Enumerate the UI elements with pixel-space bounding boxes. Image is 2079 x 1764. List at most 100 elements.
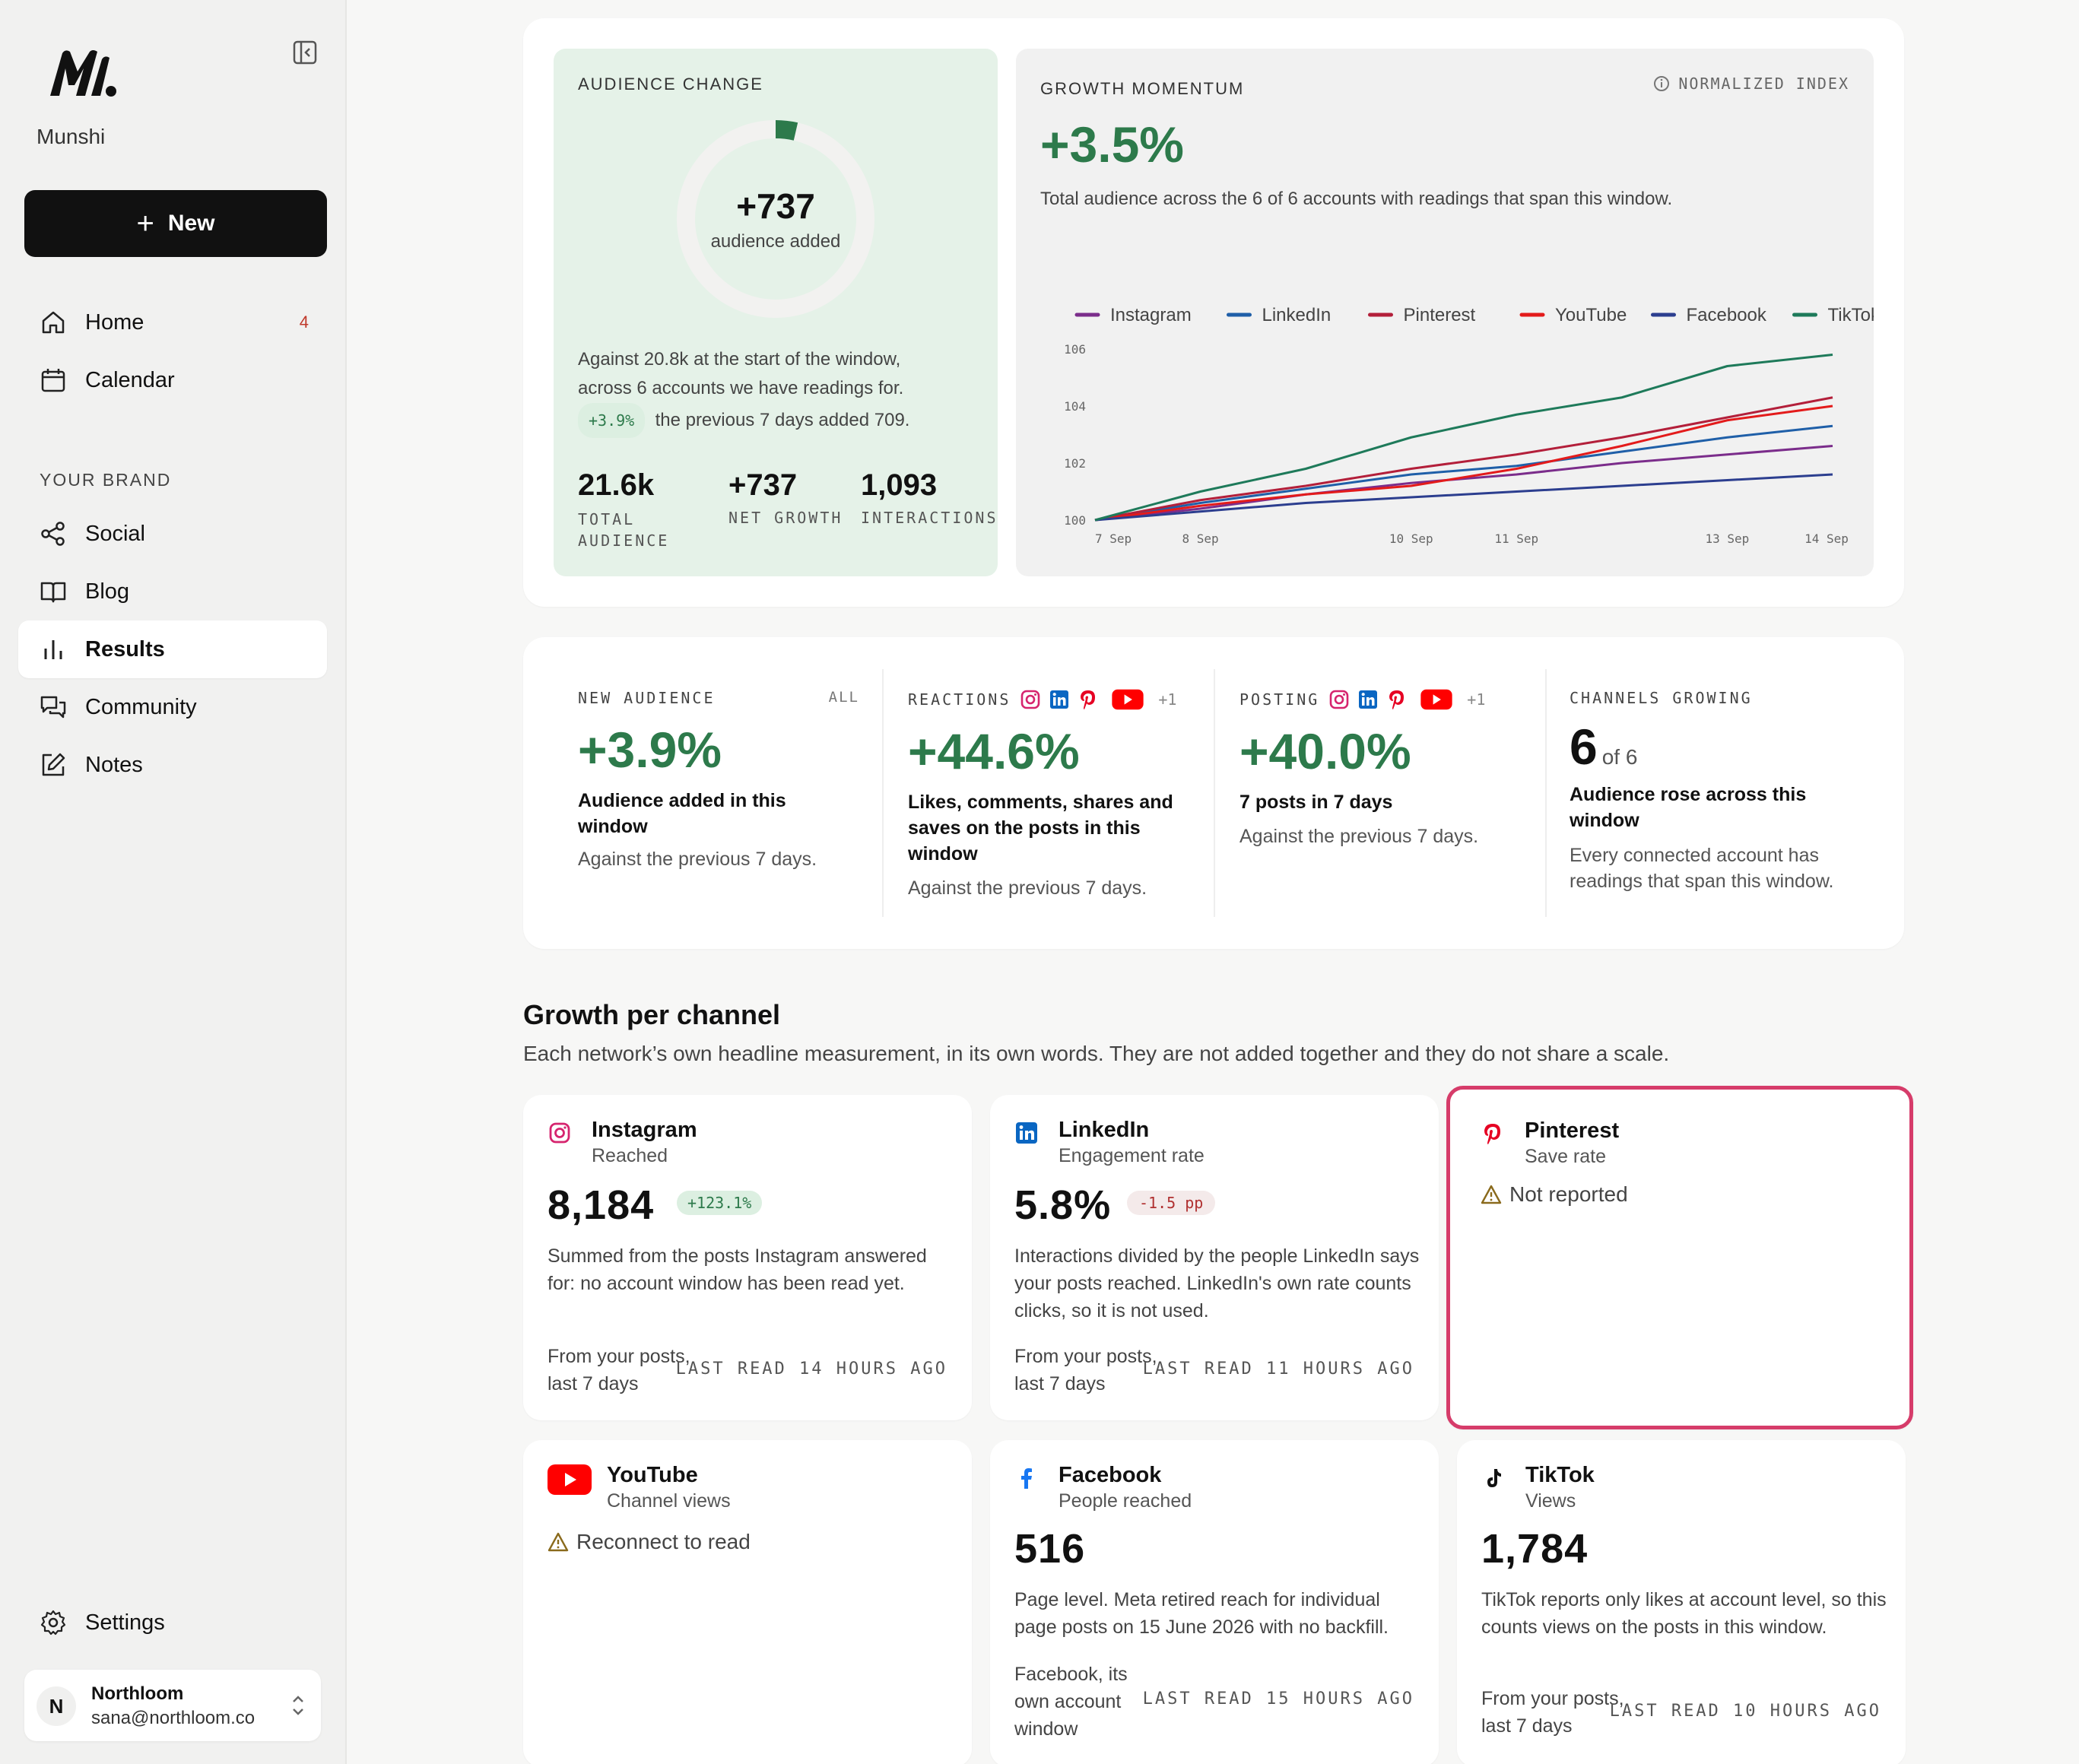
sidebar-item-label: Results	[85, 636, 165, 662]
kpi-note: Against the previous 7 days.	[908, 877, 1147, 899]
linkedin-icon	[1359, 690, 1378, 709]
delta-badge: +123.1%	[677, 1191, 763, 1215]
context-line: Against 20.8k at the start of the window…	[578, 349, 901, 370]
channel-name: YouTube	[607, 1463, 698, 1487]
y-tick-label: 102	[1064, 456, 1086, 471]
collapse-sidebar-icon[interactable]	[292, 40, 318, 65]
divider	[882, 669, 884, 917]
sidebar-item-community[interactable]: Community	[18, 678, 327, 736]
momentum-value: +3.5%	[1040, 116, 1184, 173]
audience-ring	[677, 120, 874, 318]
channel-card-instagram[interactable]: Instagram Reached 8,184 +123.1% Summed f…	[523, 1095, 972, 1420]
stat-label: INTERACTIONS	[861, 509, 998, 527]
channel-name: TikTok	[1525, 1463, 1595, 1487]
context-line: across 6 accounts we have readings for.	[578, 378, 904, 398]
sidebar-item-blog[interactable]: Blog	[18, 563, 327, 620]
stat-total-audience: 21.6k TOTAL AUDIENCE	[578, 468, 669, 551]
sidebar-item-home[interactable]: Home 4	[18, 293, 327, 351]
channel-value: 8,184	[548, 1182, 655, 1228]
series-line-pinterest	[1094, 396, 1833, 522]
user-email: sana@northloom.co	[91, 1708, 256, 1728]
more-platforms: +1	[1158, 690, 1177, 709]
channel-card-youtube[interactable]: YouTube Channel views Reconnect to read	[523, 1440, 972, 1764]
brand-name: Munshi	[37, 125, 106, 148]
channel-card-facebook[interactable]: Facebook People reached 516 Page level. …	[990, 1440, 1439, 1764]
status-warning: Reconnect to read	[548, 1530, 751, 1554]
youtube-icon	[1112, 689, 1144, 710]
audience-change-eyebrow: AUDIENCE CHANGE	[578, 75, 763, 94]
legend-label: LinkedIn	[1262, 305, 1332, 325]
linkedin-icon	[1016, 1122, 1037, 1144]
sidebar-item-social[interactable]: Social	[18, 505, 327, 563]
kpi-label: POSTING	[1239, 690, 1320, 709]
book-icon	[40, 582, 66, 603]
sidebar: Munshi + New Home 4 Calendar YOUR BRAND …	[0, 0, 347, 1764]
kpi-of: of 6	[1601, 745, 1638, 769]
stat-label: TOTAL AUDIENCE	[578, 510, 670, 550]
sidebar-item-label: Home	[85, 309, 144, 335]
legend-item: Instagram	[1074, 305, 1192, 325]
warning-icon	[548, 1532, 569, 1552]
y-tick-label: 106	[1064, 342, 1086, 357]
series-line-instagram	[1094, 445, 1833, 522]
last-read: LAST READ 11 HOURS AGO	[1142, 1359, 1414, 1379]
section-subtitle: Each network’s own headline measurement,…	[523, 1042, 1670, 1065]
kpi-value: +3.9%	[578, 722, 722, 778]
previous-period-text: the previous 7 days added 709.	[655, 410, 910, 430]
sidebar-item-results[interactable]: Results	[18, 620, 327, 678]
sidebar-item-calendar[interactable]: Calendar	[18, 351, 327, 409]
legend-label: Instagram	[1110, 305, 1192, 325]
kpi-channels-growing: CHANNELS GROWING 6 of 6 Audience rose acr…	[1570, 689, 1874, 894]
instagram-icon	[1329, 690, 1349, 709]
sidebar-item-label: Community	[85, 694, 197, 719]
stat-net-growth: +737 NET GROWTH	[728, 468, 843, 527]
x-tick-label: 13 Sep	[1706, 531, 1750, 546]
pinterest-icon	[1081, 690, 1096, 709]
pinterest-icon	[1389, 690, 1405, 709]
notification-badge: 4	[299, 313, 309, 332]
edit-icon	[42, 753, 65, 776]
y-tick-label: 104	[1064, 399, 1086, 414]
channel-description: TikTok reports only likes at account lev…	[1481, 1589, 1887, 1638]
kpi-reactions: REACTIONS +1 +44.6% Likes, comments, sha…	[908, 689, 1212, 899]
sidebar-item-notes[interactable]: Notes	[18, 736, 327, 794]
legend-item: Pinterest	[1368, 305, 1476, 325]
legend-label: TikTok	[1828, 305, 1874, 325]
status-text: Reconnect to read	[576, 1530, 751, 1553]
account-switcher[interactable]: N Northloom sana@northloom.co	[24, 1670, 321, 1741]
legend-label: Facebook	[1687, 305, 1767, 325]
audience-change-panel: AUDIENCE CHANGE +737 audience added Agai…	[554, 49, 998, 576]
channel-card-pinterest[interactable]: Pinterest Save rate Not reported	[1446, 1086, 1913, 1429]
share-icon	[41, 522, 65, 546]
more-platforms: +1	[1467, 690, 1486, 709]
kpi-label: NEW AUDIENCE	[578, 689, 716, 707]
section-title: Growth per channel	[523, 999, 781, 1030]
x-tick-label: 7 Sep	[1095, 531, 1132, 546]
kpi-tag: ALL	[828, 689, 859, 706]
legend-label: YouTube	[1555, 305, 1627, 325]
channel-source: From your posts, last 7 days	[1014, 1346, 1157, 1394]
channel-card-linkedin[interactable]: LinkedIn Engagement rate 5.8% -1.5 pp In…	[990, 1095, 1439, 1420]
badge-label: NORMALIZED INDEX	[1678, 75, 1849, 93]
sidebar-item-label: Notes	[85, 752, 143, 777]
kpi-title: Audience added in this window	[578, 790, 786, 837]
channel-source: From your posts, last 7 days	[1481, 1688, 1624, 1737]
info-icon	[1654, 76, 1670, 91]
channel-description: Interactions divided by the people Linke…	[1014, 1245, 1420, 1321]
tiktok-icon	[1487, 1469, 1501, 1487]
channel-value: 516	[1014, 1526, 1086, 1572]
stat-value: 21.6k	[578, 468, 655, 502]
new-button[interactable]: + New	[24, 190, 327, 257]
sidebar-item-label: Social	[85, 521, 145, 546]
legend-item: LinkedIn	[1227, 305, 1332, 325]
plus-icon: +	[136, 207, 154, 240]
channel-card-tiktok[interactable]: TikTok Views 1,784 TikTok reports only l…	[1457, 1440, 1906, 1764]
ring-caption: audience added	[710, 231, 841, 252]
x-tick-label: 14 Sep	[1804, 531, 1849, 546]
ring-value: +737	[736, 186, 815, 226]
sidebar-item-settings[interactable]: Settings	[18, 1594, 327, 1651]
stat-value: 1,093	[861, 468, 938, 502]
chevron-updown-icon	[293, 1696, 303, 1715]
status-text: Not reported	[1509, 1182, 1628, 1206]
sidebar-item-label: Settings	[85, 1610, 165, 1635]
